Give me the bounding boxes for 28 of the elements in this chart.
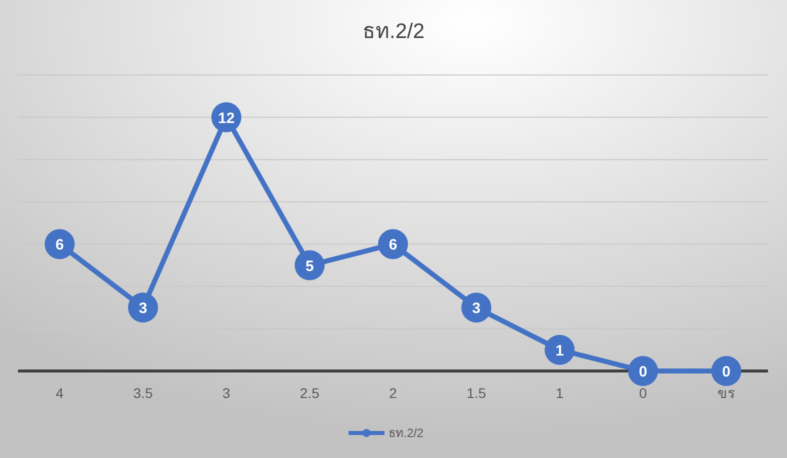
x-tick-label: 1.5 [466, 385, 486, 401]
data-label: 5 [305, 258, 314, 275]
point [378, 229, 408, 260]
point [128, 292, 158, 323]
data-label: 0 [722, 364, 731, 380]
x-tick-label: 2 [389, 385, 398, 401]
legend-label: ธท.2/2 [388, 426, 424, 440]
point [628, 356, 658, 386]
x-tick-label: 3.5 [133, 385, 153, 401]
x-tick-label: 4 [56, 385, 64, 401]
data-label: 0 [638, 364, 648, 380]
data-label: 6 [388, 236, 398, 254]
x-tick-label: ขร [717, 385, 736, 401]
point [461, 292, 492, 323]
x-tick-label: 1 [556, 385, 564, 401]
point [544, 334, 575, 365]
data-label: 12 [218, 110, 235, 127]
x-tick-label: 0 [639, 385, 648, 401]
data-label: 6 [55, 236, 64, 254]
x-tick-label: 3 [222, 385, 230, 401]
chart-title: ธท.2/2 [362, 20, 425, 43]
data-label: 3 [138, 300, 148, 318]
point [711, 356, 742, 386]
point [294, 250, 325, 280]
data-label: 3 [472, 300, 481, 318]
x-tick-label: 2.5 [300, 385, 320, 401]
data-label: 1 [555, 342, 564, 360]
point [44, 229, 75, 260]
